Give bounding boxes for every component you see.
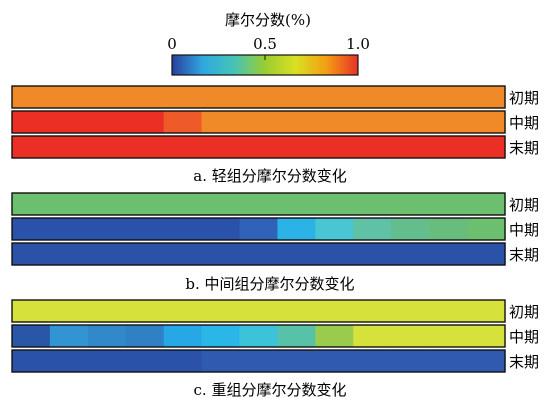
heatmap-row-border bbox=[11, 85, 506, 109]
heatmap-row-border bbox=[11, 242, 506, 266]
heatmap-cell bbox=[163, 325, 203, 347]
heatmap-cell bbox=[163, 350, 203, 372]
heatmap-cell bbox=[12, 136, 506, 158]
heatmap-cell bbox=[163, 218, 203, 240]
heatmap-cell bbox=[353, 111, 392, 133]
heatmap-cell bbox=[87, 350, 127, 372]
heatmap-cell bbox=[429, 218, 468, 240]
heatmap-cell bbox=[315, 218, 354, 240]
heatmap-cell bbox=[12, 325, 51, 347]
heatmap-cell bbox=[429, 111, 468, 133]
row-label: 中期 bbox=[509, 328, 539, 346]
heatmap-row-border bbox=[11, 349, 506, 373]
heatmap-cell bbox=[277, 111, 316, 133]
heatmap-cell bbox=[239, 111, 279, 133]
heatmap-cell bbox=[467, 218, 506, 240]
heatmap-cell bbox=[353, 325, 392, 347]
heatmap-cell bbox=[391, 350, 430, 372]
row-label: 末期 bbox=[509, 139, 539, 157]
row-label: 初期 bbox=[509, 196, 539, 214]
heatmap-cell bbox=[125, 111, 165, 133]
panel-title: b. 中间组分摩尔分数变化 bbox=[185, 275, 354, 293]
heatmap-row-border bbox=[11, 324, 506, 348]
heatmap-cell bbox=[125, 325, 165, 347]
heatmap-cell bbox=[125, 218, 165, 240]
panel-title: c. 重组分摩尔分数变化 bbox=[194, 381, 347, 399]
heatmap-cell bbox=[429, 325, 468, 347]
panel-title: a. 轻组分摩尔分数变化 bbox=[193, 167, 346, 185]
heatmap-cell bbox=[49, 111, 89, 133]
heatmap-cell bbox=[201, 111, 241, 133]
row-label: 中期 bbox=[509, 114, 539, 132]
heatmap-cell bbox=[87, 111, 127, 133]
heatmap-cell bbox=[315, 111, 354, 133]
heatmap-cell bbox=[315, 350, 354, 372]
colorbar-tick-label: 0 bbox=[167, 35, 177, 53]
row-label: 末期 bbox=[509, 353, 539, 371]
colorbar-tick-label: 0.5 bbox=[253, 35, 277, 53]
heatmap-cell bbox=[239, 350, 279, 372]
heatmap-cell bbox=[277, 350, 316, 372]
heatmap-row-border bbox=[11, 217, 506, 241]
row-label: 中期 bbox=[509, 221, 539, 239]
heatmap-cell bbox=[12, 111, 51, 133]
heatmap-cell bbox=[49, 218, 89, 240]
heatmap-cell bbox=[391, 111, 430, 133]
heatmap-row-border bbox=[11, 299, 506, 323]
heatmap-cell bbox=[12, 350, 51, 372]
row-label: 初期 bbox=[509, 89, 539, 107]
heatmap-cell bbox=[467, 111, 506, 133]
heatmap-cell bbox=[353, 218, 392, 240]
heatmap-row-border bbox=[11, 110, 506, 134]
colorbar-title: 摩尔分数(%) bbox=[225, 11, 311, 29]
heatmap-cell bbox=[277, 325, 316, 347]
heatmap-cell bbox=[467, 350, 506, 372]
heatmap-cell bbox=[125, 350, 165, 372]
colorbar-tick-label: 1.0 bbox=[346, 35, 370, 53]
heatmap-cell bbox=[201, 218, 241, 240]
heatmap-cell bbox=[12, 243, 506, 265]
heatmap-cell bbox=[12, 300, 506, 322]
heatmap-cell bbox=[87, 218, 127, 240]
heatmap-cell bbox=[353, 350, 392, 372]
row-label: 初期 bbox=[509, 303, 539, 321]
heatmap-cell bbox=[12, 193, 506, 215]
heatmap-cell bbox=[49, 325, 89, 347]
colorbar: 摩尔分数(%) 0 0.5 1.0 bbox=[167, 11, 370, 76]
heatmap-cell bbox=[467, 325, 506, 347]
heatmap-cell bbox=[239, 218, 279, 240]
heatmap-cell bbox=[12, 86, 506, 108]
heatmap-cell bbox=[201, 325, 241, 347]
heatmap-cell bbox=[163, 111, 203, 133]
heatmap-cell bbox=[277, 218, 316, 240]
row-label: 末期 bbox=[509, 246, 539, 264]
heatmap-cell bbox=[429, 350, 468, 372]
heatmap-cell bbox=[391, 218, 430, 240]
heatmap-row-border bbox=[11, 135, 506, 159]
heatmap-cell bbox=[239, 325, 279, 347]
heatmap-cell bbox=[315, 325, 354, 347]
heatmap-cell bbox=[201, 350, 241, 372]
heatmap-row-border bbox=[11, 192, 506, 216]
heatmap-cell bbox=[87, 325, 127, 347]
heatmap-cell bbox=[391, 325, 430, 347]
heatmap-cell bbox=[49, 350, 89, 372]
heatmap-cell bbox=[12, 218, 51, 240]
